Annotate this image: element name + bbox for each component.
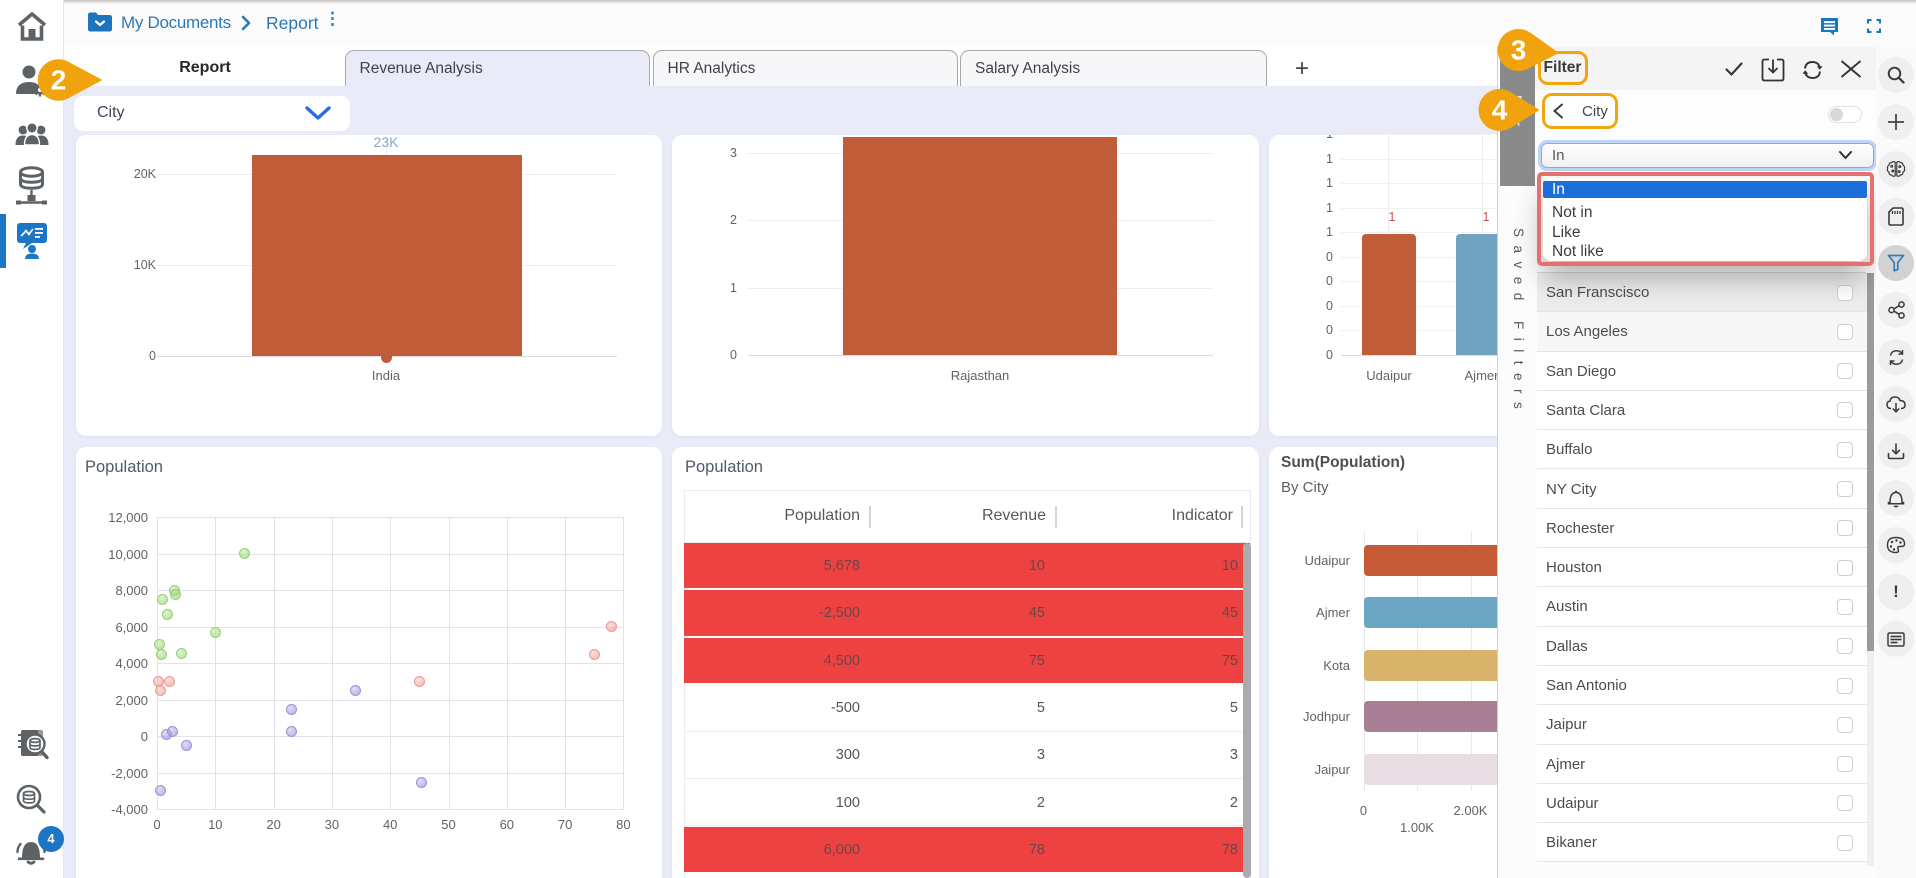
- svg-text:3: 3: [1511, 35, 1527, 66]
- svg-text:2: 2: [51, 65, 67, 96]
- svg-text:4: 4: [1492, 95, 1508, 126]
